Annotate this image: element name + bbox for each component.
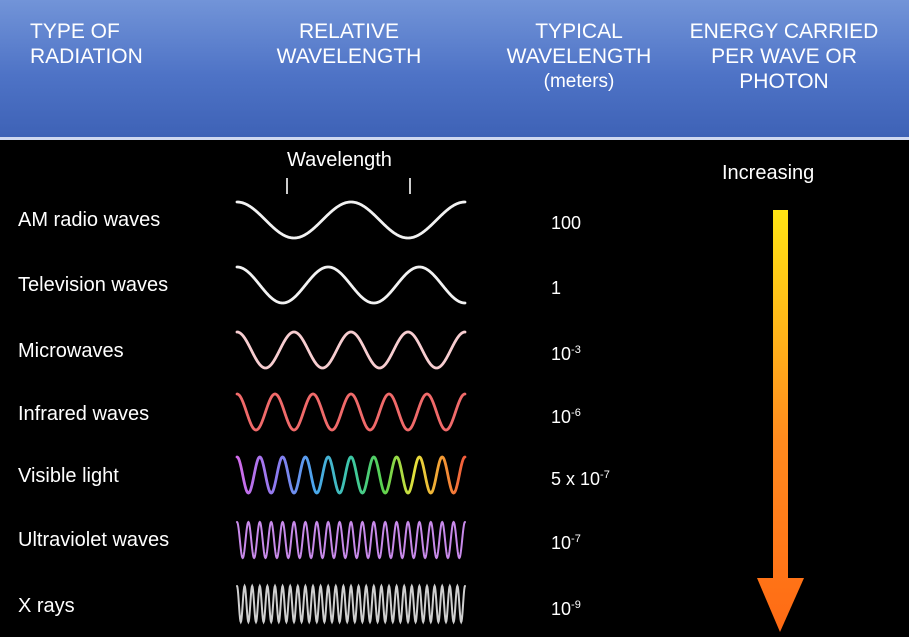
row-value-ultraviolet: 10-7 xyxy=(551,532,581,554)
row-label-ultraviolet: Ultraviolet waves xyxy=(18,529,170,551)
value-exponent: -7 xyxy=(600,469,610,481)
header-typical-line-1: TYPICAL xyxy=(535,20,623,43)
value-base: 100 xyxy=(551,213,582,233)
header-energy-line-1: ENERGY CARRIED xyxy=(689,20,879,43)
row-label-am-radio: AM radio waves xyxy=(18,209,161,231)
wave-microwaves xyxy=(235,330,467,370)
row-value-infrared: 10-6 xyxy=(551,406,581,428)
energy-increasing-label: Increasing xyxy=(722,162,815,184)
value-exponent: -7 xyxy=(571,533,581,545)
row-value-television: 1 xyxy=(551,277,561,299)
header-type-of-radiation: TYPE OF RADIATION xyxy=(30,19,143,69)
value-base: 5 x 10 xyxy=(551,469,601,489)
value-base: 1 xyxy=(551,278,562,298)
header-relative-line-1: RELATIVE xyxy=(299,20,399,43)
row-value-microwaves: 10-3 xyxy=(551,343,581,365)
energy-arrow-head xyxy=(757,578,804,632)
wave-group xyxy=(235,200,467,625)
wavelength-marker-label: Wavelength xyxy=(287,149,392,171)
wave-visible-light xyxy=(235,455,467,495)
header-type-line-1: TYPE OF xyxy=(30,20,120,43)
header-energy-line-3: PHOTON xyxy=(739,70,829,93)
header-typical-wavelength: TYPICAL WAVELENGTH (meters) xyxy=(497,19,661,94)
header-typical-line-2: WAVELENGTH xyxy=(506,45,652,68)
header-relative-wavelength: RELATIVE WAVELENGTH xyxy=(239,19,459,69)
value-exponent: -9 xyxy=(571,599,581,611)
value-base: 10 xyxy=(551,533,572,553)
wave-am-radio xyxy=(235,200,467,240)
row-label-visible-light: Visible light xyxy=(18,465,119,487)
row-label-infrared: Infrared waves xyxy=(18,403,150,425)
table-header: TYPE OF RADIATION RELATIVE WAVELENGTH TY… xyxy=(0,0,909,137)
wave-television xyxy=(235,265,467,305)
header-energy-carried: ENERGY CARRIED PER WAVE OR PHOTON xyxy=(671,19,897,94)
value-exponent: -6 xyxy=(571,407,581,419)
row-value-am-radio: 100 xyxy=(551,212,581,234)
value-base: 10 xyxy=(551,407,572,427)
header-divider xyxy=(0,137,909,140)
row-value-visible-light: 5 x 10-7 xyxy=(551,468,610,490)
wave-infrared xyxy=(235,392,467,432)
header-energy-line-2: PER WAVE OR xyxy=(711,45,857,68)
header-relative-line-2: WAVELENGTH xyxy=(276,45,422,68)
energy-arrow-shaft xyxy=(773,210,788,582)
wave-x-rays xyxy=(236,583,466,625)
header-type-line-2: RADIATION xyxy=(30,45,143,68)
row-value-x-rays: 10-9 xyxy=(551,598,581,620)
value-base: 10 xyxy=(551,344,572,364)
header-typical-unit: (meters) xyxy=(543,71,615,92)
value-base: 10 xyxy=(551,599,572,619)
row-label-x-rays: X rays xyxy=(18,595,75,617)
value-exponent: -3 xyxy=(571,344,581,356)
row-label-microwaves: Microwaves xyxy=(18,340,124,362)
wave-ultraviolet xyxy=(236,520,466,560)
row-label-television: Television waves xyxy=(18,274,169,296)
